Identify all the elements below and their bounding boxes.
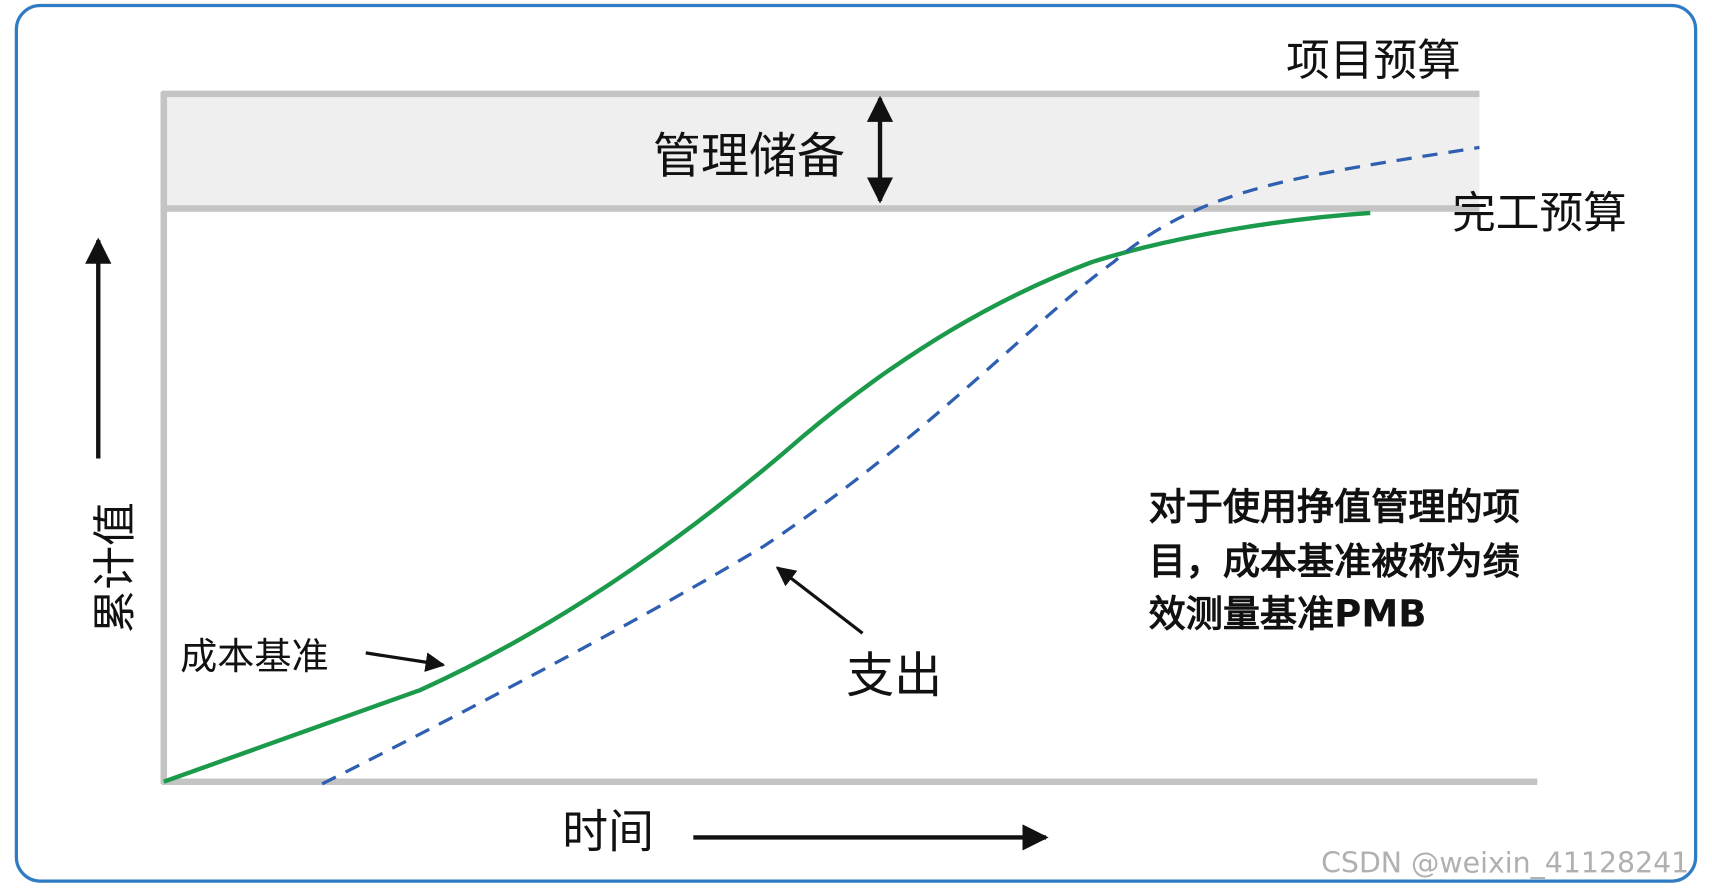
y-axis-label: 累计值 [90, 502, 141, 633]
watermark: CSDN @weixin_41128241 [1321, 847, 1689, 880]
bac-label: 完工预算 [1452, 188, 1627, 239]
reserve-label: 管理储备 [653, 128, 845, 184]
expenditure-curve [321, 145, 1480, 786]
baseline-label: 成本基准 [180, 635, 328, 678]
project-budget-label: 项目预算 [1286, 35, 1461, 86]
note-line: 效测量基准PMB [1149, 592, 1427, 635]
note-line: 对于使用挣值管理的项 [1149, 485, 1520, 528]
baseline-pointer [365, 651, 446, 672]
expenditure-label: 支出 [846, 648, 942, 704]
expenditure-pointer [775, 566, 864, 635]
reserve-band [161, 93, 1480, 210]
cost-baseline-curve [163, 210, 1371, 784]
x-axis-label: 时间 [562, 805, 654, 859]
note-line: 目，成本基准被称为绩 [1149, 540, 1520, 583]
